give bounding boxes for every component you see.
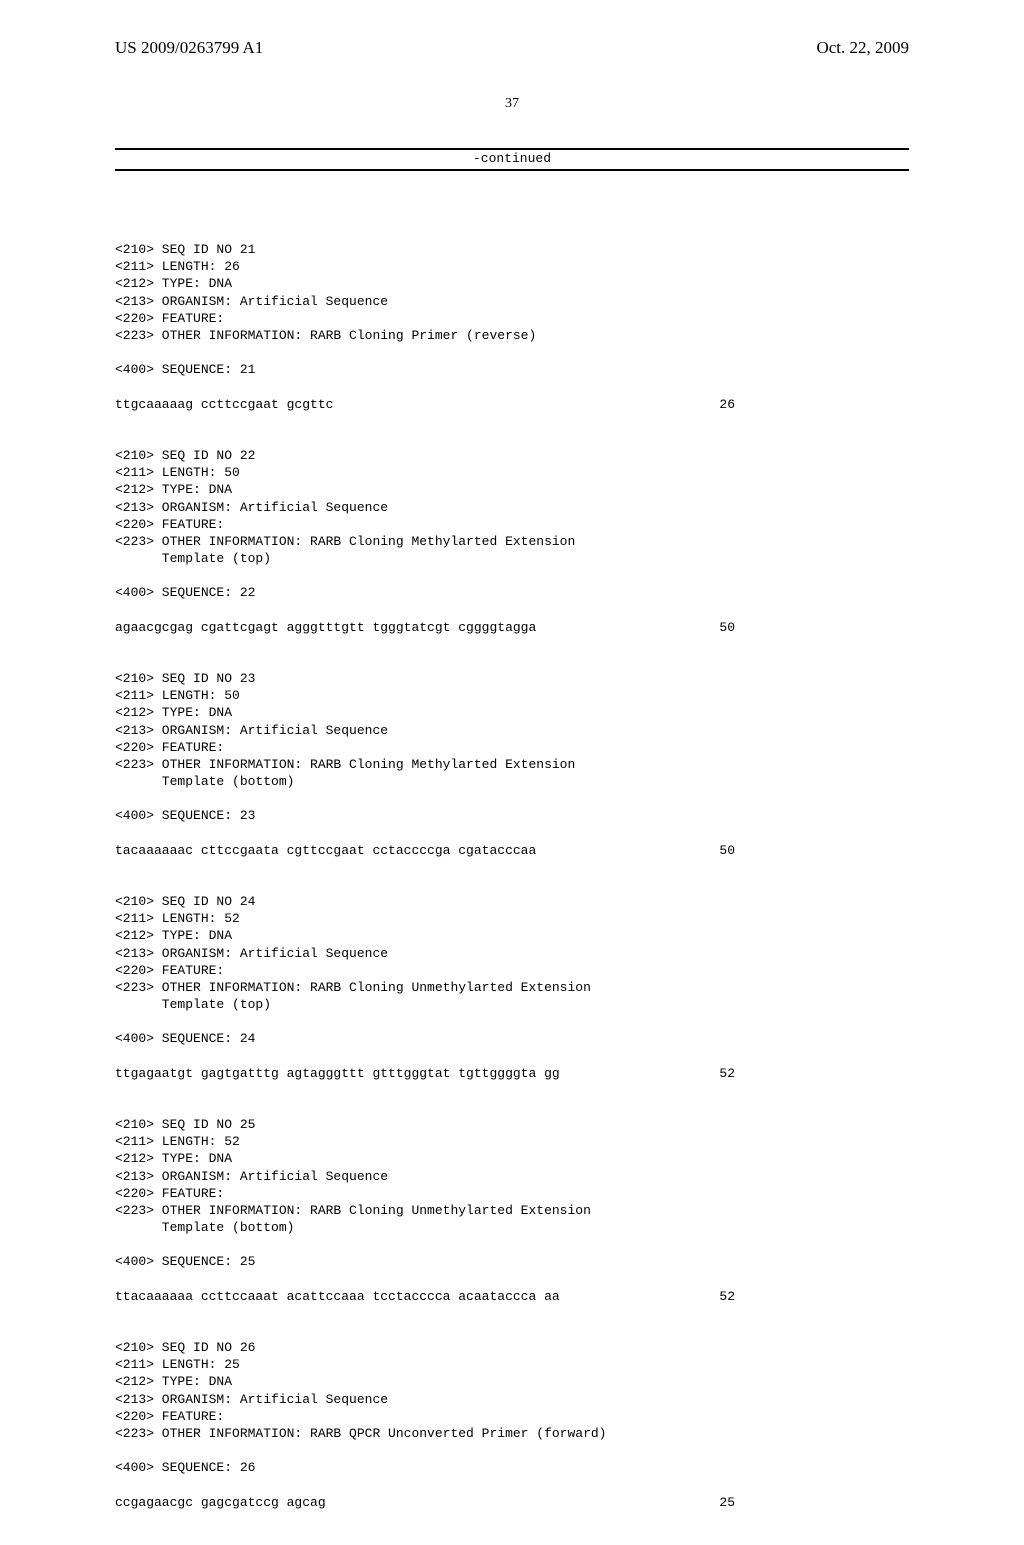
publication-number: US 2009/0263799 A1	[115, 38, 263, 58]
seq-line	[115, 1013, 909, 1030]
seq-line: <211> LENGTH: 52	[115, 1133, 909, 1150]
sequence-row: ttgcaaaaag ccttccgaat gcgttc 26	[115, 396, 735, 413]
sequence-length: 26	[679, 396, 735, 413]
seq-line	[115, 601, 909, 618]
seq-line	[115, 1305, 909, 1322]
sequence-bases: ccgagaacgc gagcgatccg agcag	[115, 1494, 326, 1511]
seq-line	[115, 430, 909, 447]
sequence-length: 52	[679, 1288, 735, 1305]
continued-label: -continued	[115, 150, 909, 169]
seq-line: <212> TYPE: DNA	[115, 275, 909, 292]
seq-line: <220> FEATURE:	[115, 1408, 909, 1425]
sequence-row: ttacaaaaaa ccttccaaat acattccaaa tcctacc…	[115, 1288, 735, 1305]
bottom-rule	[115, 169, 909, 171]
seq-line: <213> ORGANISM: Artificial Sequence	[115, 945, 909, 962]
seq-line	[115, 378, 909, 395]
seq-line: <211> LENGTH: 50	[115, 687, 909, 704]
seq-line	[115, 859, 909, 876]
seq-line: <211> LENGTH: 50	[115, 464, 909, 481]
sequence-bases: ttacaaaaaa ccttccaaat acattccaaa tcctacc…	[115, 1288, 560, 1305]
seq-line: <400> SEQUENCE: 24	[115, 1030, 909, 1047]
seq-line	[115, 1082, 909, 1099]
sequence-length: 50	[679, 842, 735, 859]
seq-line	[115, 1048, 909, 1065]
sequence-bases: ttgcaaaaag ccttccgaat gcgttc	[115, 396, 333, 413]
seq-line: <212> TYPE: DNA	[115, 1373, 909, 1390]
seq-line: <213> ORGANISM: Artificial Sequence	[115, 499, 909, 516]
seq-line: <211> LENGTH: 52	[115, 910, 909, 927]
seq-line: <223> OTHER INFORMATION: RARB QPCR Uncon…	[115, 1425, 909, 1442]
publication-date: Oct. 22, 2009	[816, 38, 909, 58]
seq-line	[115, 653, 909, 670]
seq-line	[115, 1442, 909, 1459]
seq-line: <213> ORGANISM: Artificial Sequence	[115, 722, 909, 739]
seq-line: Template (bottom)	[115, 773, 909, 790]
seq-line: <223> OTHER INFORMATION: RARB Cloning Me…	[115, 756, 909, 773]
seq-line: <210> SEQ ID NO 21	[115, 241, 909, 258]
sequence-row: tacaaaaaac cttccgaata cgttccgaat cctaccc…	[115, 842, 735, 859]
seq-line	[115, 790, 909, 807]
continued-header: -continued	[115, 148, 909, 171]
seq-line: <220> FEATURE:	[115, 516, 909, 533]
sequence-row: ttgagaatgt gagtgatttg agtagggttt gtttggg…	[115, 1065, 735, 1082]
seq-line: <213> ORGANISM: Artificial Sequence	[115, 1391, 909, 1408]
seq-line	[115, 876, 909, 893]
seq-line	[115, 413, 909, 430]
seq-line	[115, 1528, 909, 1545]
seq-line: <220> FEATURE:	[115, 1185, 909, 1202]
sequence-bases: ttgagaatgt gagtgatttg agtagggttt gtttggg…	[115, 1065, 560, 1082]
seq-line	[115, 1476, 909, 1493]
seq-line: Template (bottom)	[115, 1219, 909, 1236]
sequence-row: agaacgcgag cgattcgagt agggtttgtt tgggtat…	[115, 619, 735, 636]
seq-line: <213> ORGANISM: Artificial Sequence	[115, 293, 909, 310]
seq-line: <212> TYPE: DNA	[115, 1150, 909, 1167]
seq-line: <400> SEQUENCE: 23	[115, 807, 909, 824]
seq-line	[115, 567, 909, 584]
seq-line: <220> FEATURE:	[115, 310, 909, 327]
sequence-length: 25	[679, 1494, 735, 1511]
seq-line	[115, 636, 909, 653]
sequence-listing: <210> SEQ ID NO 21<211> LENGTH: 26<212> …	[115, 224, 909, 1545]
seq-line: <212> TYPE: DNA	[115, 927, 909, 944]
seq-line: <220> FEATURE:	[115, 962, 909, 979]
seq-line: <223> OTHER INFORMATION: RARB Cloning Pr…	[115, 327, 909, 344]
seq-line	[115, 1322, 909, 1339]
sequence-row: ccgagaacgc gagcgatccg agcag 25	[115, 1494, 735, 1511]
sequence-length: 52	[679, 1065, 735, 1082]
seq-line	[115, 1099, 909, 1116]
seq-line: <210> SEQ ID NO 25	[115, 1116, 909, 1133]
sequence-bases: tacaaaaaac cttccgaata cgttccgaat cctaccc…	[115, 842, 536, 859]
seq-line: <210> SEQ ID NO 24	[115, 893, 909, 910]
page: US 2009/0263799 A1 Oct. 22, 2009 37 -con…	[0, 0, 1024, 1320]
seq-line	[115, 344, 909, 361]
sequence-bases: agaacgcgag cgattcgagt agggtttgtt tgggtat…	[115, 619, 536, 636]
seq-line	[115, 1236, 909, 1253]
seq-line: <210> SEQ ID NO 22	[115, 447, 909, 464]
seq-line	[115, 1271, 909, 1288]
sequence-length: 50	[679, 619, 735, 636]
seq-line: <210> SEQ ID NO 26	[115, 1339, 909, 1356]
seq-line: Template (top)	[115, 996, 909, 1013]
seq-line: <212> TYPE: DNA	[115, 481, 909, 498]
seq-line: <212> TYPE: DNA	[115, 704, 909, 721]
seq-line: <211> LENGTH: 25	[115, 1356, 909, 1373]
seq-line: <223> OTHER INFORMATION: RARB Cloning Un…	[115, 979, 909, 996]
seq-line: <223> OTHER INFORMATION: RARB Cloning Me…	[115, 533, 909, 550]
seq-line: <210> SEQ ID NO 23	[115, 670, 909, 687]
seq-line: <400> SEQUENCE: 21	[115, 361, 909, 378]
seq-line: <213> ORGANISM: Artificial Sequence	[115, 1168, 909, 1185]
seq-line: Template (top)	[115, 550, 909, 567]
seq-line: <223> OTHER INFORMATION: RARB Cloning Un…	[115, 1202, 909, 1219]
seq-line: <400> SEQUENCE: 26	[115, 1459, 909, 1476]
seq-line: <220> FEATURE:	[115, 739, 909, 756]
page-number: 37	[0, 96, 1024, 112]
seq-line	[115, 1511, 909, 1528]
seq-line	[115, 224, 909, 241]
seq-line: <211> LENGTH: 26	[115, 258, 909, 275]
seq-line	[115, 824, 909, 841]
seq-line: <400> SEQUENCE: 22	[115, 584, 909, 601]
seq-line: <400> SEQUENCE: 25	[115, 1253, 909, 1270]
